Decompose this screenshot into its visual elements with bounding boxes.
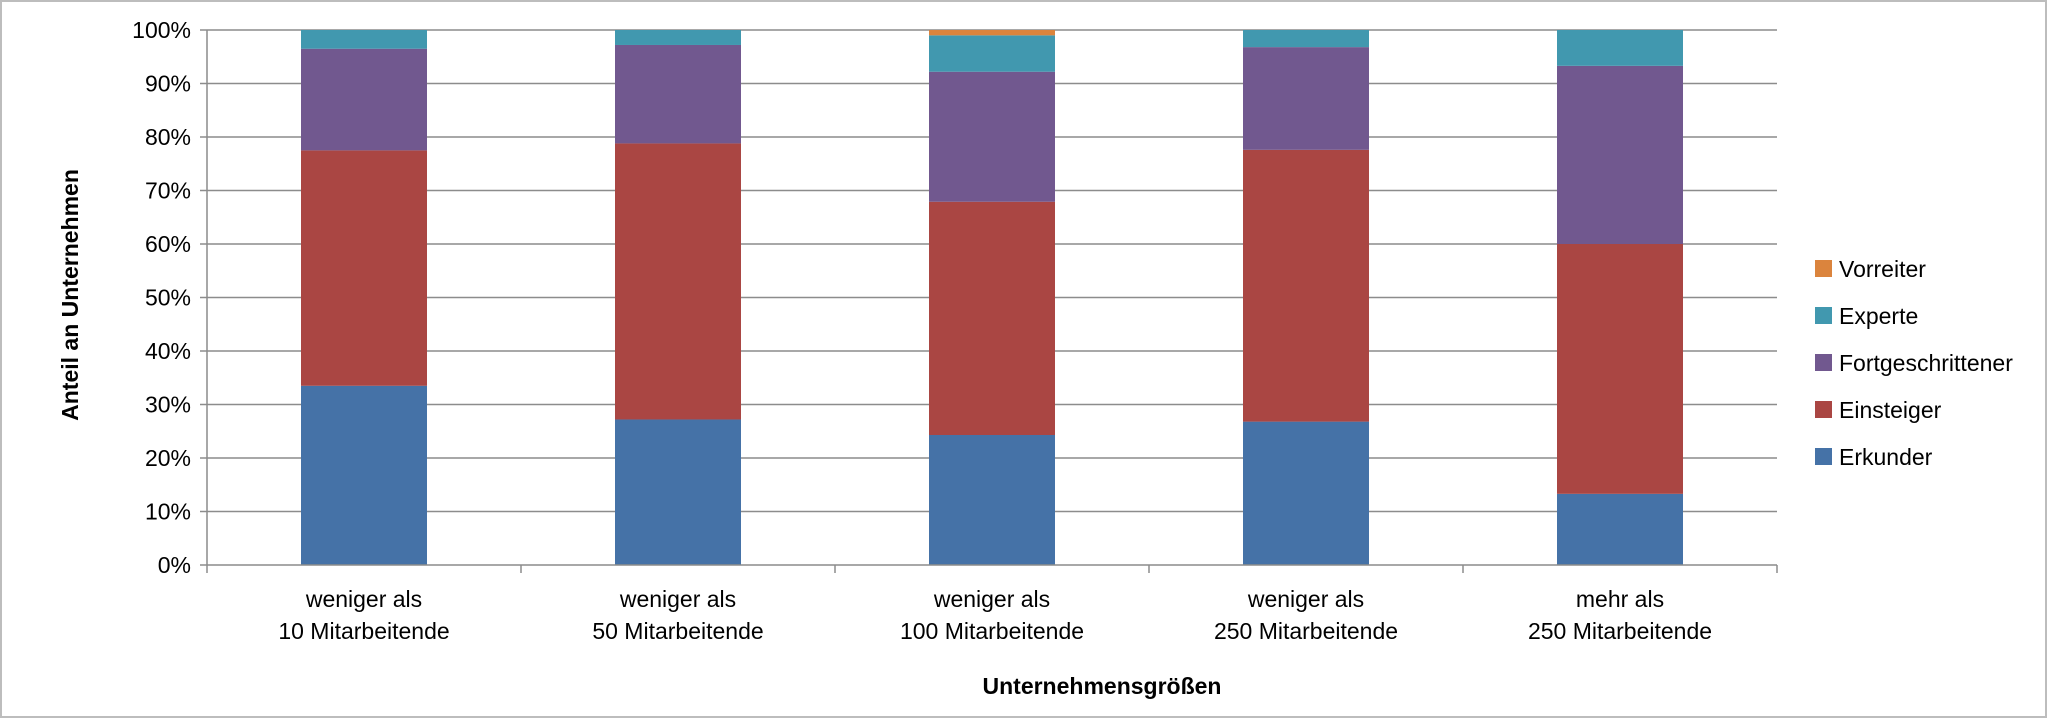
bar-segment-fortgeschrittener <box>615 44 741 144</box>
legend-swatch <box>1815 260 1832 277</box>
bar-segment-fortgeschrittener <box>1557 65 1683 244</box>
y-tick-label: 10% <box>145 499 191 525</box>
x-category-label: 250 Mitarbeitende <box>1528 618 1712 644</box>
bar-segment-experte <box>615 30 741 45</box>
bar-segment-fortgeschrittener <box>1243 47 1369 150</box>
y-tick-label: 50% <box>145 285 191 311</box>
x-category-label: 10 Mitarbeitende <box>278 618 449 644</box>
y-tick-label: 60% <box>145 231 191 257</box>
y-tick-label: 20% <box>145 445 191 471</box>
bar-segment-erkunder <box>615 419 741 565</box>
y-tick-label: 80% <box>145 124 191 150</box>
axes: 0% 10% 20% 30% 40% 50% 60% 70% 80% 90% 100% weniger… <box>132 17 1778 644</box>
legend-label: Einsteiger <box>1839 397 1942 423</box>
bar-segment-fortgeschrittener <box>301 48 427 151</box>
bar-segment-vorreiter <box>929 30 1055 36</box>
legend-label: Erkunder <box>1839 444 1933 470</box>
y-axis-title: Anteil an Unternehmen <box>57 169 83 421</box>
bar-segment-experte <box>301 30 427 49</box>
bar-segment-einsteiger <box>615 143 741 420</box>
bar-segment-erkunder <box>1243 421 1369 565</box>
bar-segment-fortgeschrittener <box>929 71 1055 202</box>
x-category-label: weniger als <box>619 586 736 612</box>
bar-segment-experte <box>929 35 1055 72</box>
x-axis-title: Unternehmensgrößen <box>983 673 1222 699</box>
x-category-label: 250 Mitarbeitende <box>1214 618 1398 644</box>
y-tick-label: 70% <box>145 178 191 204</box>
y-tick-label: 0% <box>158 552 191 578</box>
x-category-label: weniger als <box>933 586 1050 612</box>
x-category-label: weniger als <box>1247 586 1364 612</box>
y-tick-label: 40% <box>145 338 191 364</box>
y-tick-label: 90% <box>145 71 191 97</box>
bar-segment-einsteiger <box>301 150 427 386</box>
legend-swatch <box>1815 307 1832 324</box>
x-category-label: 100 Mitarbeitende <box>900 618 1084 644</box>
bars <box>301 30 1683 565</box>
legend-label: Vorreiter <box>1839 256 1926 282</box>
bar-segment-erkunder <box>1557 493 1683 565</box>
bar-segment-experte <box>1557 30 1683 66</box>
bar-segment-erkunder <box>301 385 427 565</box>
x-category-label: weniger als <box>305 586 422 612</box>
bar-segment-erkunder <box>929 434 1055 565</box>
x-category-label: 50 Mitarbeitende <box>592 618 763 644</box>
bar-segment-einsteiger <box>929 201 1055 435</box>
y-tick-label: 100% <box>132 17 191 43</box>
bar-segment-einsteiger <box>1243 149 1369 422</box>
legend: Vorreiter Experte Fortgeschrittener Einstei… <box>1815 256 2013 470</box>
legend-label: Experte <box>1839 303 1918 329</box>
legend-swatch <box>1815 354 1832 371</box>
x-category-label: mehr als <box>1576 586 1664 612</box>
legend-label: Fortgeschrittener <box>1839 350 2013 376</box>
bar-segment-einsteiger <box>1557 244 1683 494</box>
y-tick-label: 30% <box>145 392 191 418</box>
bar-segment-experte <box>1243 30 1369 48</box>
legend-swatch <box>1815 448 1832 465</box>
legend-swatch <box>1815 401 1832 418</box>
